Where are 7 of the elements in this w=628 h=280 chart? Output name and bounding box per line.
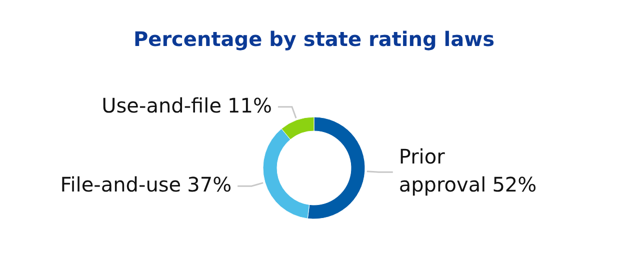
slice-label: File-and-use bbox=[60, 172, 182, 197]
data-label: 11% bbox=[228, 93, 272, 118]
data-label: 52% bbox=[492, 172, 537, 197]
data-label: 37% bbox=[187, 172, 232, 197]
slice-label: Prior approval bbox=[398, 144, 486, 197]
chart-title: Percentage by state rating laws bbox=[133, 27, 495, 51]
slice-label: Use-and-file bbox=[102, 93, 222, 118]
